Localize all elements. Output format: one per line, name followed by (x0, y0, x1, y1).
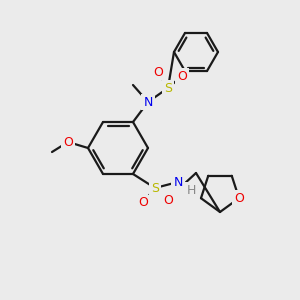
Text: S: S (164, 82, 172, 94)
Text: O: O (163, 194, 173, 206)
Text: O: O (138, 196, 148, 209)
Text: H: H (186, 184, 196, 196)
Text: O: O (234, 192, 244, 205)
Text: O: O (153, 65, 163, 79)
Text: S: S (151, 182, 159, 194)
Text: O: O (63, 136, 73, 148)
Text: O: O (177, 70, 187, 83)
Text: N: N (143, 95, 153, 109)
Text: N: N (173, 176, 183, 188)
